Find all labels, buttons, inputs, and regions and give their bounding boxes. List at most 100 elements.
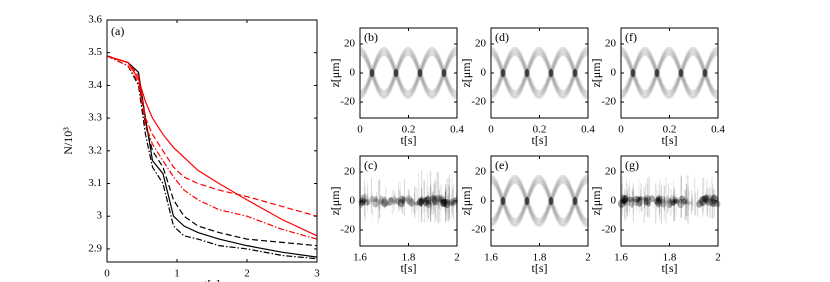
density-core [643,196,649,206]
density-core [397,199,405,208]
density-core [439,198,448,205]
density-core [682,197,689,204]
density-core [649,195,655,203]
y-tick-label: 0 [350,195,356,207]
x-tick-label: 1.6 [484,252,498,264]
density-core [435,200,440,206]
density-core [426,200,431,206]
density-band [620,53,719,100]
density-core [379,195,384,204]
panel-label: (e) [495,158,508,172]
y-tick-label: 2.9 [88,242,102,254]
x-tick-label: 0.2 [533,124,547,136]
density-band [490,46,589,93]
density-band [490,49,589,95]
x-tick-label: 2 [244,268,250,280]
y-tick-label: 0 [481,195,487,207]
density-band [359,46,458,93]
density-band [490,174,589,221]
density-band [620,51,719,97]
panel-label: (b) [364,30,378,44]
x-axis-label: t[s] [204,277,220,282]
axes-frame [359,27,458,119]
density-core [449,201,455,206]
y-tick-label: -20 [340,96,355,108]
density-core [361,193,369,203]
x-axis-label: t[s] [532,261,548,275]
data-line [106,55,318,260]
density-core [638,196,644,201]
density-core [622,195,629,204]
density-core [685,200,692,206]
density-core [673,199,678,204]
density-core [706,194,715,202]
density-core [701,195,708,202]
x-tick-label: 0.2 [402,124,416,136]
y-axis-label: z[μm] [589,58,603,87]
y-tick-label: 20 [605,37,617,49]
y-tick-label: 0 [350,67,356,79]
density-band [359,51,458,97]
x-tick-label: 0.4 [711,124,725,136]
density-band [490,177,589,223]
density-node [654,69,660,77]
density-core [393,197,401,205]
x-tick-label: 0 [488,124,494,136]
density-core [705,198,710,206]
x-tick-label: 0.4 [450,124,464,136]
x-tick-label: 1.6 [353,252,367,264]
density-image [490,174,589,228]
density-node [417,69,423,77]
density-core [696,200,703,208]
density-band [620,46,719,93]
panel-label: (d) [495,30,509,44]
density-core [622,198,627,206]
panel-label: (g) [625,158,639,172]
density-core [633,198,639,207]
density-node [441,69,447,77]
density-core [417,196,425,205]
density-core [406,197,414,206]
x-axis-label: t[s] [662,133,678,147]
density-band [490,177,589,223]
x-tick-label: 3 [314,268,320,280]
density-core [438,194,445,203]
density-core [655,194,663,204]
density-core [424,199,433,208]
density-node [702,69,708,77]
axes-frame [490,27,589,119]
x-tick-label: 1.6 [614,252,628,264]
y-tick-label: 0 [611,195,617,207]
density-core [698,196,707,207]
density-node [393,69,399,77]
density-core [423,196,428,207]
y-axis-label: N/10³ [61,127,75,155]
density-core [370,195,375,203]
density-band [490,181,589,228]
density-band [490,46,589,93]
density-core [439,199,447,208]
x-axis-label: t[s] [401,261,417,275]
density-core [636,196,641,203]
density-band [359,51,458,97]
x-axis-label: t[s] [532,133,548,147]
density-core [431,195,438,205]
y-tick-label: 3 [97,210,103,222]
density-core [621,195,628,204]
density-node [500,69,506,77]
density-core [644,196,652,204]
density-core [387,197,394,206]
density-core [656,197,662,202]
density-core [710,199,718,207]
panel-label: (f) [625,30,637,44]
density-band [490,51,589,97]
y-axis-label: z[μm] [328,58,342,87]
density-core [373,196,378,203]
y-tick-label: 3.3 [88,112,102,124]
density-core [629,198,634,208]
density-band [490,49,589,95]
y-tick-label: 20 [344,165,356,177]
density-core [622,195,629,206]
density-core [660,199,667,208]
density-core [380,199,389,208]
